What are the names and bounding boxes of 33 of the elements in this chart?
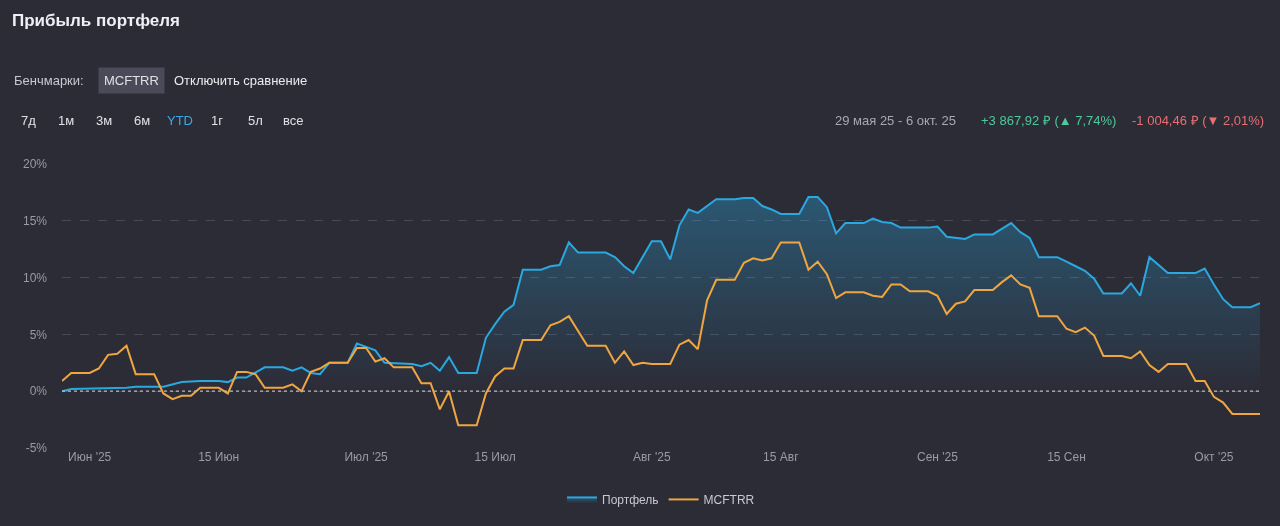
- x-tick-label: 15 Авг: [763, 450, 800, 464]
- text: 3м: [96, 113, 113, 128]
- x-tick-label: Июл '25: [344, 450, 389, 464]
- text: Бенчмарки:: [14, 73, 84, 88]
- y-tick-label: 0%: [29, 384, 48, 399]
- x-tick-label: Сен '25: [916, 450, 959, 464]
- text: Отключить сравнение: [174, 73, 308, 88]
- text: 5л: [248, 113, 263, 128]
- text: 1м: [58, 113, 75, 128]
- y-tick-label: 15%: [22, 214, 48, 228]
- text: 29 мая 25 - 6 окт. 25: [835, 113, 957, 128]
- text: -1 004,46 ₽ (▼ 2,01%): [1132, 113, 1265, 128]
- x-tick-label: 15 Июн: [198, 450, 240, 464]
- legend-label: MCFTRR: [703, 493, 755, 508]
- y-tick-label: 10%: [22, 270, 48, 285]
- x-tick-label: Окт '25: [1194, 450, 1234, 464]
- line-series: [62, 241, 1260, 427]
- x-tick-label: 15 Июл: [474, 450, 516, 464]
- legend-label: Портфель: [602, 493, 659, 508]
- y-tick-label: -5%: [25, 441, 48, 456]
- chart-title: Прибыль портфеля: [12, 10, 181, 30]
- text: 1г: [211, 113, 224, 128]
- x-tick-label: 15 Сен: [1047, 450, 1086, 464]
- y-tick-label: 20%: [22, 157, 48, 172]
- y-tick-label: 5%: [29, 327, 48, 342]
- x-tick-label: Июн '25: [68, 450, 112, 464]
- text: 7д: [21, 113, 37, 128]
- text: MCFTRR: [104, 73, 159, 88]
- text: +3 867,92 ₽ (▲ 7,74%): [981, 113, 1117, 128]
- text: 6м: [134, 113, 151, 128]
- text: YTD: [167, 113, 193, 128]
- x-tick-label: Авг '25: [632, 450, 671, 464]
- text: все: [283, 113, 304, 128]
